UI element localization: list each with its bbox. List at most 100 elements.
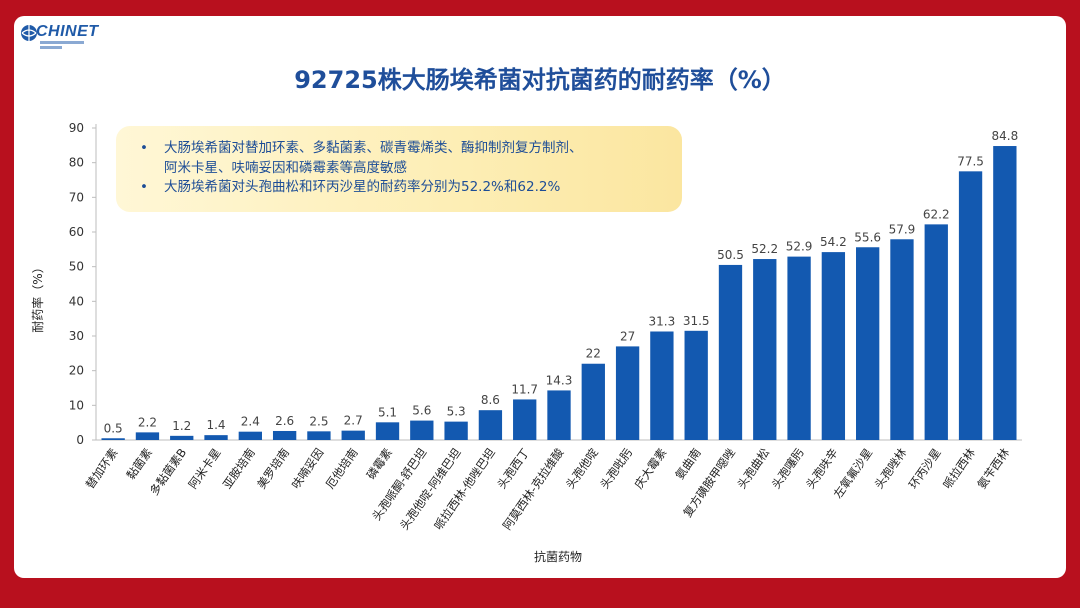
y-tick-label: 0 <box>76 433 84 447</box>
data-label: 2.6 <box>275 414 294 428</box>
x-tick-label: 阿米卡星 <box>186 446 224 492</box>
data-label: 50.5 <box>717 248 744 262</box>
summary-bullet-line: 大肠埃希菌对头孢曲松和环丙沙星的耐药率分别为52.2%和62.2% <box>164 179 561 195</box>
bar <box>684 330 708 440</box>
bar <box>238 431 262 440</box>
x-tick-label: 呋喃妥因 <box>289 446 327 492</box>
y-tick-label: 80 <box>69 156 84 170</box>
logo-tagline-mark-2 <box>40 46 62 49</box>
data-label: 1.2 <box>172 419 191 433</box>
bar <box>650 331 674 440</box>
bar <box>856 247 880 440</box>
data-label: 54.2 <box>820 235 847 249</box>
data-label: 31.5 <box>683 314 710 328</box>
x-tick-label: 厄他培南 <box>323 446 361 492</box>
data-label: 11.7 <box>511 382 538 396</box>
x-tick-label: 庆大霉素 <box>631 446 669 492</box>
slide: CHINET 92725株大肠埃希菌对抗菌药的耐药率（%） 0 10 20 30 40 5… <box>14 16 1066 578</box>
bar <box>890 239 914 440</box>
summary-bullet-line: 大肠埃希菌对替加环素、多黏菌素、碳青霉烯类、酶抑制剂复方制剂、 <box>164 140 583 156</box>
bar <box>478 410 503 440</box>
data-label: 52.9 <box>786 240 813 254</box>
bar-chart: 0 10 20 30 40 50 60 70 80 90 0.5 2.2 1.2 1.4 2.4 2.6 2.… <box>30 121 1022 564</box>
data-label: 77.5 <box>957 154 984 168</box>
bar <box>204 435 228 440</box>
x-tick-label: 头孢他啶-阿维巴坦 <box>397 445 464 532</box>
data-label: 22 <box>586 347 601 361</box>
bar <box>375 422 400 440</box>
bars <box>101 146 1017 441</box>
x-tick-label: 替加环素 <box>83 446 121 492</box>
x-tick-label: 哌拉西林 <box>940 445 978 491</box>
data-label: 2.2 <box>138 415 157 429</box>
x-tick-label: 头孢曲松 <box>734 446 772 492</box>
bar <box>787 256 811 440</box>
data-label: 8.6 <box>481 393 500 407</box>
bar <box>547 390 571 440</box>
y-tick-label: 90 <box>69 121 84 135</box>
data-label: 31.3 <box>649 314 676 328</box>
bar <box>444 421 468 440</box>
x-tick-label: 磷霉素 <box>364 446 395 482</box>
bar <box>821 252 846 440</box>
bar <box>753 259 777 440</box>
value-labels: 0.5 2.2 1.2 1.4 2.4 2.6 2.5 2.7 5.1 5.6 5.3 8.6 11.7… <box>104 129 1019 435</box>
bar <box>410 420 434 440</box>
bar <box>170 435 194 440</box>
bar <box>272 430 297 440</box>
y-axis-title: 耐药率（%） <box>30 261 45 332</box>
data-label: 2.4 <box>241 415 260 429</box>
y-tick-label: 70 <box>69 190 84 204</box>
summary-list: 大肠埃希菌对替加环素、多黏菌素、碳青霉烯类、酶抑制剂复方制剂、阿米卡星、呋喃妥因… <box>116 126 682 198</box>
data-label: 5.1 <box>378 405 397 419</box>
x-tick-label: 黏菌素 <box>124 446 155 482</box>
x-tick-label: 头孢他啶 <box>563 445 601 491</box>
summary-bullet: 大肠埃希菌对头孢曲松和环丙沙星的耐药率分别为52.2%和62.2% <box>140 178 672 198</box>
x-tick-label: 阿莫西林-克拉维酸 <box>500 445 567 532</box>
data-label: 55.6 <box>854 230 881 244</box>
x-tick-label: 头孢吡肟 <box>597 446 635 492</box>
x-tick-label: 环丙沙星 <box>906 446 944 492</box>
y-tick-label: 40 <box>69 294 84 308</box>
summary-callout: 大肠埃希菌对替加环素、多黏菌素、碳青霉烯类、酶抑制剂复方制剂、阿米卡星、呋喃妥因… <box>116 126 682 212</box>
data-label: 2.5 <box>309 414 328 428</box>
logo-wordmark: CHINET <box>36 23 99 40</box>
summary-bullet: 大肠埃希菌对替加环素、多黏菌素、碳青霉烯类、酶抑制剂复方制剂、阿米卡星、呋喃妥因… <box>140 139 672 178</box>
bar <box>958 171 983 441</box>
x-tick-label: 头孢唑林 <box>872 445 910 491</box>
x-tick-label: 哌拉西林-他唑巴坦 <box>431 445 498 532</box>
summary-bullet-line: 阿米卡星、呋喃妥因和磷霉素等高度敏感 <box>164 159 407 176</box>
data-label: 5.6 <box>412 404 431 418</box>
x-tick-label: 氨曲南 <box>672 446 703 482</box>
x-tick-label: 亚胺培南 <box>220 446 258 492</box>
y-tick-label: 50 <box>69 260 84 274</box>
bar <box>341 430 365 440</box>
data-label: 2.7 <box>344 414 363 428</box>
data-label: 52.2 <box>751 242 778 256</box>
x-tick-label: 头孢呋辛 <box>803 446 841 492</box>
y-tick-label: 10 <box>69 398 84 412</box>
page-title: 92725株大肠埃希菌对抗菌药的耐药率（%） <box>294 66 786 94</box>
data-label: 57.9 <box>889 222 916 236</box>
data-label: 0.5 <box>104 421 123 435</box>
bar <box>924 224 948 440</box>
x-axis-title: 抗菌药物 <box>534 549 582 564</box>
bar <box>101 438 125 440</box>
data-label: 27 <box>620 329 635 343</box>
logo-tagline-mark <box>40 41 84 44</box>
bar <box>581 363 605 440</box>
x-tick-label: 美罗培南 <box>254 446 292 492</box>
data-label: 62.2 <box>923 207 950 221</box>
bar <box>615 346 640 440</box>
data-label: 84.8 <box>991 129 1018 143</box>
y-tick-label: 30 <box>69 329 84 343</box>
x-tick-label: 头孢西丁 <box>494 446 532 492</box>
chinet-logo: CHINET <box>20 22 100 62</box>
x-tick-label: 氨苄西林 <box>974 445 1012 491</box>
data-label: 14.3 <box>546 373 573 387</box>
globe-icon <box>21 25 37 41</box>
y-tick-label: 60 <box>69 225 84 239</box>
bar <box>307 431 331 440</box>
bar <box>513 399 537 440</box>
